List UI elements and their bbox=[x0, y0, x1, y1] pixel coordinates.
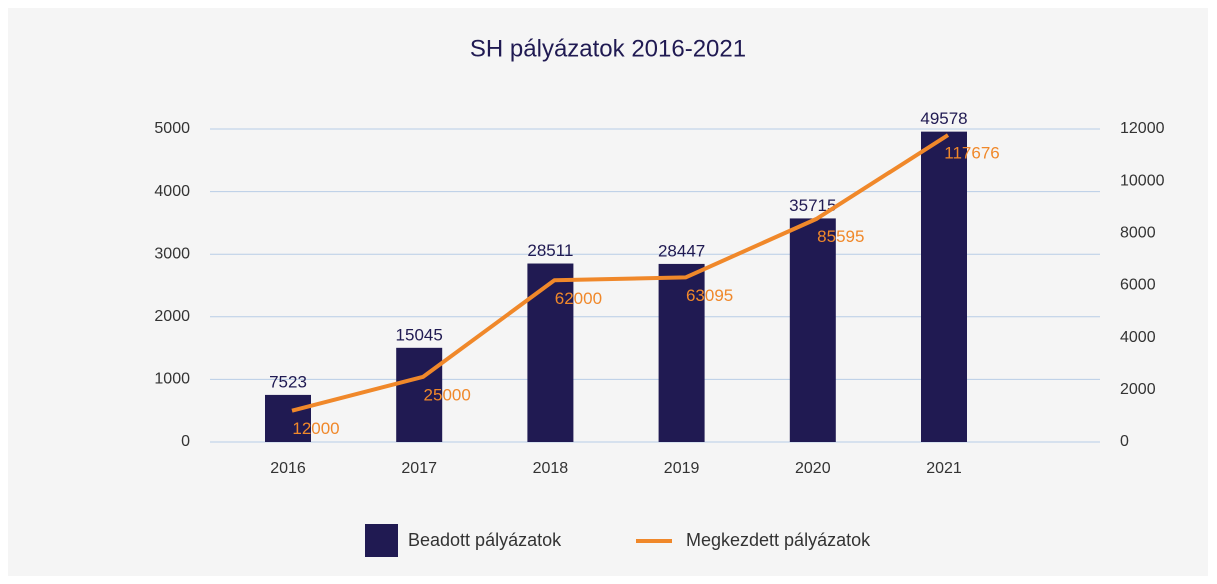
y-tick-label: 3000 bbox=[154, 245, 190, 262]
bar-value-label: 28447 bbox=[658, 241, 705, 260]
line bbox=[291, 133, 950, 413]
bar-value-label: 35715 bbox=[789, 196, 836, 215]
x-tick-label: 2018 bbox=[533, 460, 569, 477]
legend-label: Beadott pályázatok bbox=[408, 530, 562, 550]
y-tick-label: 4000 bbox=[154, 183, 190, 200]
chart-title: SH pályázatok 2016-2021 bbox=[470, 35, 746, 62]
bar bbox=[789, 218, 836, 442]
x-tick-label: 2019 bbox=[664, 460, 700, 477]
y2-tick-label: 6000 bbox=[1120, 277, 1156, 294]
x-tick-label: 2021 bbox=[926, 460, 962, 477]
bar bbox=[921, 131, 967, 442]
chart-background bbox=[8, 8, 1208, 576]
bar-value-label: 7523 bbox=[269, 372, 307, 391]
bar bbox=[396, 347, 443, 442]
x-tick-label: 2020 bbox=[795, 460, 831, 477]
bar bbox=[265, 394, 311, 442]
y2-tick-label: 10000 bbox=[1120, 172, 1165, 189]
bar-value-label: 28511 bbox=[527, 241, 573, 260]
y-tick-label: 2000 bbox=[154, 308, 190, 325]
bar-value-label: 49578 bbox=[920, 109, 967, 128]
line-value-label: 25000 bbox=[424, 385, 471, 404]
line-value-label: 12000 bbox=[292, 419, 339, 438]
bar bbox=[658, 263, 705, 442]
y2-tick-label: 0 bbox=[1120, 433, 1129, 450]
y-tick-label: 5000 bbox=[154, 120, 190, 137]
x-tick-label: 2016 bbox=[270, 460, 306, 477]
y2-tick-label: 8000 bbox=[1120, 225, 1156, 242]
line-value-label: 117676 bbox=[944, 144, 999, 163]
legend-label: Megkezdett pályázatok bbox=[686, 530, 871, 550]
line-value-label: 63095 bbox=[686, 286, 733, 305]
bar-value-label: 15045 bbox=[396, 325, 443, 344]
y2-tick-label: 2000 bbox=[1120, 381, 1156, 398]
y2-tick-label: 12000 bbox=[1120, 120, 1165, 137]
x-tick-label: 2017 bbox=[401, 460, 437, 477]
y-tick-label: 1000 bbox=[154, 371, 190, 388]
y2-tick-label: 4000 bbox=[1120, 329, 1156, 346]
legend-swatch bbox=[365, 524, 398, 557]
line-value-label: 62000 bbox=[555, 289, 602, 308]
y-tick-label: 0 bbox=[181, 433, 190, 450]
line-value-label: 85595 bbox=[817, 227, 864, 246]
